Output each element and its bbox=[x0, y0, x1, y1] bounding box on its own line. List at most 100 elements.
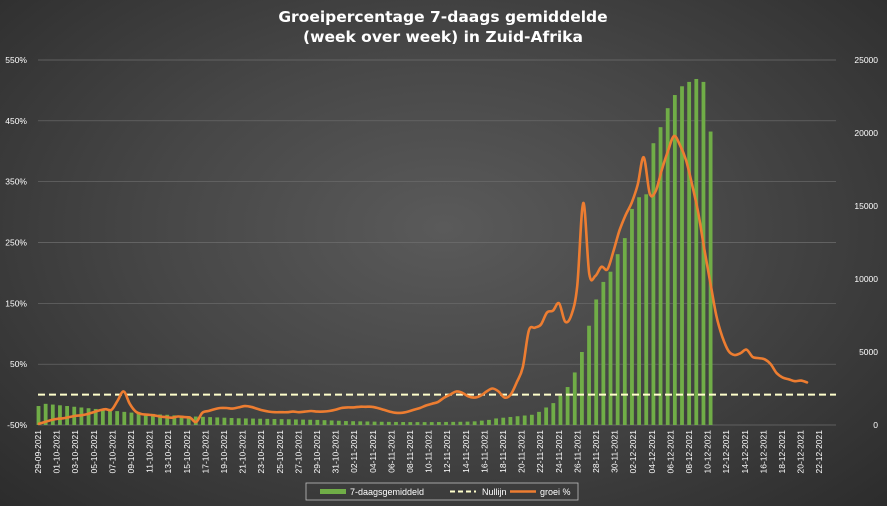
x-tick-label: 18-11-2021 bbox=[498, 430, 508, 473]
bar bbox=[122, 411, 127, 425]
x-tick-label: 09-10-2021 bbox=[126, 430, 136, 474]
chart-title-line-1: Groeipercentage 7-daags gemiddelde bbox=[278, 8, 607, 26]
left-tick-label: -50% bbox=[7, 420, 27, 430]
bar bbox=[336, 420, 341, 425]
bar bbox=[458, 421, 463, 425]
x-tick-label: 11-10-2021 bbox=[145, 430, 155, 473]
bar bbox=[251, 418, 255, 425]
bar bbox=[229, 417, 234, 425]
legend-box bbox=[305, 482, 579, 501]
bar bbox=[622, 238, 627, 425]
x-tick-label: 21-10-2021 bbox=[238, 430, 248, 474]
bar bbox=[86, 408, 91, 425]
right-tick-label: 20000 bbox=[854, 128, 878, 138]
bar bbox=[165, 414, 170, 425]
x-tick-label: 31-10-2021 bbox=[331, 430, 341, 474]
bar bbox=[379, 421, 384, 425]
bar bbox=[208, 417, 212, 425]
bar bbox=[151, 413, 155, 425]
x-tick-label: 18-12-2021 bbox=[777, 430, 787, 474]
bar bbox=[587, 325, 591, 425]
x-tick-label: 16-11-2021 bbox=[479, 430, 489, 473]
bar bbox=[615, 254, 620, 425]
legend: 7-daagsgemiddeld Nullijn groei % bbox=[305, 482, 579, 501]
bar bbox=[544, 407, 549, 425]
bar bbox=[243, 418, 248, 425]
bar bbox=[36, 406, 41, 425]
left-tick-label: 550% bbox=[5, 55, 27, 65]
right-tick-label: 25000 bbox=[854, 55, 878, 65]
x-axis-ticks: 29-09-2021 01-10-2021 03-10-2021 05-10-2021… bbox=[33, 430, 824, 474]
x-tick-label: 24-11-2021 bbox=[554, 430, 564, 473]
bar bbox=[601, 281, 606, 425]
bar bbox=[494, 418, 498, 425]
bar bbox=[651, 143, 656, 425]
x-tick-label: 14-12-2021 bbox=[740, 430, 750, 474]
x-tick-label: 10-12-2021 bbox=[703, 430, 713, 474]
right-tick-label: 0 bbox=[873, 420, 878, 430]
bar-series-7-daagsgemiddeld bbox=[36, 78, 713, 426]
bar bbox=[694, 78, 699, 425]
bar bbox=[444, 421, 448, 425]
x-tick-label: 06-12-2021 bbox=[665, 430, 675, 474]
x-tick-label: 20-11-2021 bbox=[517, 430, 527, 473]
bar bbox=[451, 421, 456, 425]
bar bbox=[294, 419, 298, 425]
x-tick-label: 25-10-2021 bbox=[275, 430, 285, 474]
right-tick-label: 15000 bbox=[854, 201, 878, 211]
x-tick-label: 22-11-2021 bbox=[535, 430, 545, 473]
bar bbox=[608, 271, 613, 425]
x-tick-label: 19-10-2021 bbox=[219, 430, 229, 474]
chart-title: Groeipercentage 7-daags gemiddelde (week… bbox=[278, 8, 607, 46]
bar bbox=[100, 409, 105, 425]
bar bbox=[58, 405, 62, 425]
bar bbox=[365, 421, 370, 425]
left-tick-label: 50% bbox=[10, 359, 27, 369]
bar bbox=[286, 419, 291, 425]
legend-swatch-bars bbox=[320, 489, 346, 494]
x-tick-label: 28-11-2021 bbox=[591, 430, 601, 473]
bar bbox=[272, 419, 277, 425]
left-axis-ticks: 550% 450% 350% 250% 150% 50% -50% bbox=[5, 55, 27, 430]
bar bbox=[680, 86, 684, 425]
bar bbox=[65, 406, 69, 425]
x-tick-label: 13-10-2021 bbox=[163, 430, 173, 474]
x-tick-label: 26-11-2021 bbox=[572, 430, 582, 473]
bar bbox=[179, 415, 184, 425]
x-tick-label: 10-11-2021 bbox=[424, 430, 434, 473]
x-tick-label: 14-11-2021 bbox=[461, 430, 471, 473]
bar bbox=[565, 387, 570, 425]
groei-line bbox=[37, 134, 809, 426]
x-tick-label: 08-11-2021 bbox=[405, 430, 415, 473]
bar bbox=[580, 352, 584, 425]
bar bbox=[537, 411, 541, 425]
bar bbox=[437, 422, 441, 425]
groei-series-line bbox=[37, 134, 809, 426]
x-tick-label: 04-12-2021 bbox=[647, 430, 657, 474]
x-tick-label: 27-10-2021 bbox=[293, 430, 303, 474]
right-tick-label: 10000 bbox=[854, 274, 878, 284]
bar bbox=[572, 372, 577, 425]
bar bbox=[401, 422, 406, 425]
bar bbox=[351, 421, 355, 425]
x-tick-label: 22-12-2021 bbox=[814, 430, 824, 474]
x-tick-label: 23-10-2021 bbox=[256, 430, 266, 474]
x-tick-label: 01-10-2021 bbox=[52, 430, 62, 474]
x-tick-label: 29-09-2021 bbox=[33, 430, 43, 474]
bar bbox=[630, 208, 634, 425]
bar bbox=[201, 416, 205, 425]
x-tick-label: 15-10-2021 bbox=[182, 430, 192, 474]
bar bbox=[322, 420, 327, 425]
bar bbox=[186, 416, 191, 425]
x-tick-label: 06-11-2021 bbox=[386, 430, 396, 473]
bar bbox=[701, 81, 706, 426]
bar bbox=[222, 417, 227, 425]
bar bbox=[637, 197, 641, 425]
right-tick-label: 5000 bbox=[859, 347, 878, 357]
bar bbox=[236, 418, 241, 425]
bar bbox=[215, 417, 220, 425]
bar bbox=[522, 415, 527, 425]
bar bbox=[594, 299, 599, 425]
bar bbox=[665, 108, 670, 426]
left-tick-label: 450% bbox=[5, 116, 27, 126]
